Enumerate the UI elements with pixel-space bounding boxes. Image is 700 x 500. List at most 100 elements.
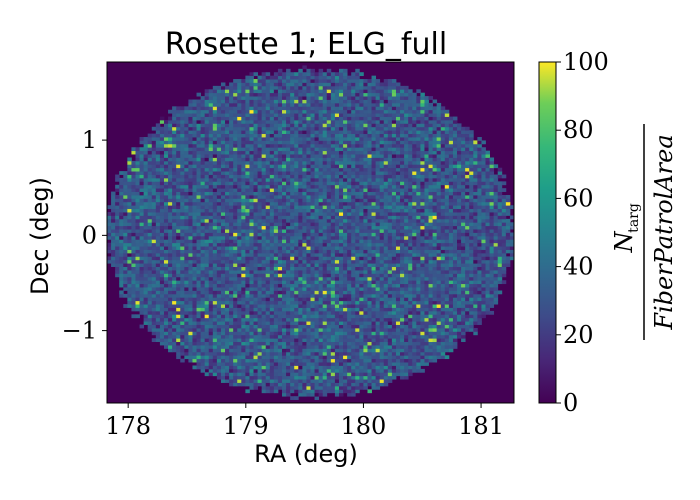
heatmap-cell — [208, 191, 214, 196]
heatmap-cell — [159, 310, 165, 315]
plot-area — [106, 61, 515, 404]
heatmap-cell — [359, 372, 364, 377]
heatmap-cell — [216, 242, 222, 247]
heatmap-cell — [176, 283, 181, 288]
heatmap-cell — [318, 263, 324, 267]
heatmap-cell — [220, 82, 226, 87]
heatmap-cell — [326, 205, 332, 210]
heatmap-cell — [151, 194, 157, 199]
heatmap-cell — [229, 338, 234, 343]
heatmap-cell — [359, 119, 364, 124]
heatmap-cell — [241, 266, 246, 271]
heatmap-cell — [151, 287, 157, 291]
heatmap-cell — [355, 252, 360, 257]
heatmap-cell — [155, 283, 161, 288]
heatmap-cell — [237, 276, 242, 281]
heatmap-cell — [245, 317, 250, 322]
heatmap-cell — [253, 171, 258, 175]
heatmap-cell — [326, 140, 332, 145]
heatmap-cell — [314, 232, 320, 237]
heatmap-cell — [200, 143, 206, 148]
heatmap-cell — [343, 177, 348, 182]
heatmap-cell — [351, 314, 356, 319]
heatmap-cell — [188, 150, 193, 155]
heatmap-cell — [286, 293, 291, 298]
heatmap-cell — [343, 273, 348, 278]
heatmap-cell — [330, 345, 336, 349]
heatmap-cell — [131, 314, 136, 319]
heatmap-cell — [334, 72, 340, 77]
heatmap-cell — [282, 171, 287, 175]
heatmap-cell — [151, 246, 157, 250]
heatmap-cell — [180, 242, 185, 247]
heatmap-cell — [282, 392, 287, 397]
heatmap-cell — [163, 341, 169, 346]
heatmap-cell — [310, 205, 315, 210]
heatmap-cell — [180, 341, 185, 346]
heatmap-cell — [269, 259, 275, 264]
heatmap-cell — [245, 300, 250, 305]
heatmap-cell — [298, 181, 303, 186]
heatmap-cell — [180, 208, 185, 213]
heatmap-cell — [302, 215, 307, 220]
heatmap-cell — [229, 375, 234, 380]
heatmap-cell — [347, 385, 352, 390]
heatmap-cell — [192, 119, 197, 124]
heatmap-cell — [151, 171, 157, 175]
heatmap-cell — [253, 82, 258, 87]
heatmap-cell — [302, 150, 307, 155]
heatmap-cell — [326, 72, 332, 77]
heatmap-cell — [143, 314, 149, 319]
heatmap-cell — [208, 290, 214, 295]
heatmap-cell — [314, 283, 320, 288]
heatmap-cell — [204, 276, 210, 281]
heatmap-cell — [338, 300, 344, 305]
heatmap-cell — [237, 310, 242, 315]
heatmap-cell — [176, 140, 181, 145]
heatmap-cell — [261, 126, 267, 131]
heatmap-cell — [135, 314, 140, 319]
heatmap-cell — [269, 239, 275, 244]
heatmap-cell — [155, 188, 161, 192]
heatmap-cell — [237, 382, 242, 387]
heatmap-cell — [314, 188, 320, 192]
heatmap-cell — [172, 222, 177, 227]
heatmap-cell — [310, 297, 315, 302]
heatmap-cell — [155, 259, 161, 264]
heatmap-cell — [245, 79, 250, 83]
heatmap-cell — [229, 379, 234, 383]
heatmap-cell — [347, 235, 352, 240]
heatmap-cell — [355, 355, 360, 360]
heatmap-cell — [294, 218, 299, 223]
heatmap-cell — [192, 147, 197, 152]
heatmap-cell — [269, 116, 275, 121]
heatmap-cell — [188, 102, 193, 107]
heatmap-cell — [155, 215, 161, 220]
heatmap-cell — [338, 293, 344, 298]
heatmap-cell — [131, 235, 136, 240]
heatmap-cell — [192, 167, 197, 172]
heatmap-cell — [314, 184, 320, 189]
heatmap-cell — [192, 181, 197, 186]
heatmap-cell — [330, 259, 336, 264]
heatmap-cell — [155, 167, 161, 172]
heatmap-cell — [330, 102, 336, 107]
heatmap-cell — [225, 184, 230, 189]
heatmap-cell — [216, 351, 222, 356]
heatmap-cell — [192, 198, 197, 203]
heatmap-cell — [143, 160, 149, 165]
heatmap-cell — [241, 276, 246, 281]
heatmap-cell — [269, 191, 275, 196]
heatmap-cell — [237, 102, 242, 107]
heatmap-cell — [172, 256, 177, 261]
heatmap-cell — [192, 263, 197, 267]
heatmap-cell — [269, 205, 275, 210]
heatmap-cell — [220, 212, 226, 216]
heatmap-cell — [310, 252, 315, 257]
heatmap-cell — [359, 379, 364, 383]
heatmap-cell — [115, 198, 120, 203]
heatmap-cell — [302, 379, 307, 383]
heatmap-cell — [269, 297, 275, 302]
heatmap-cell — [314, 372, 320, 377]
heatmap-cell — [241, 256, 246, 261]
